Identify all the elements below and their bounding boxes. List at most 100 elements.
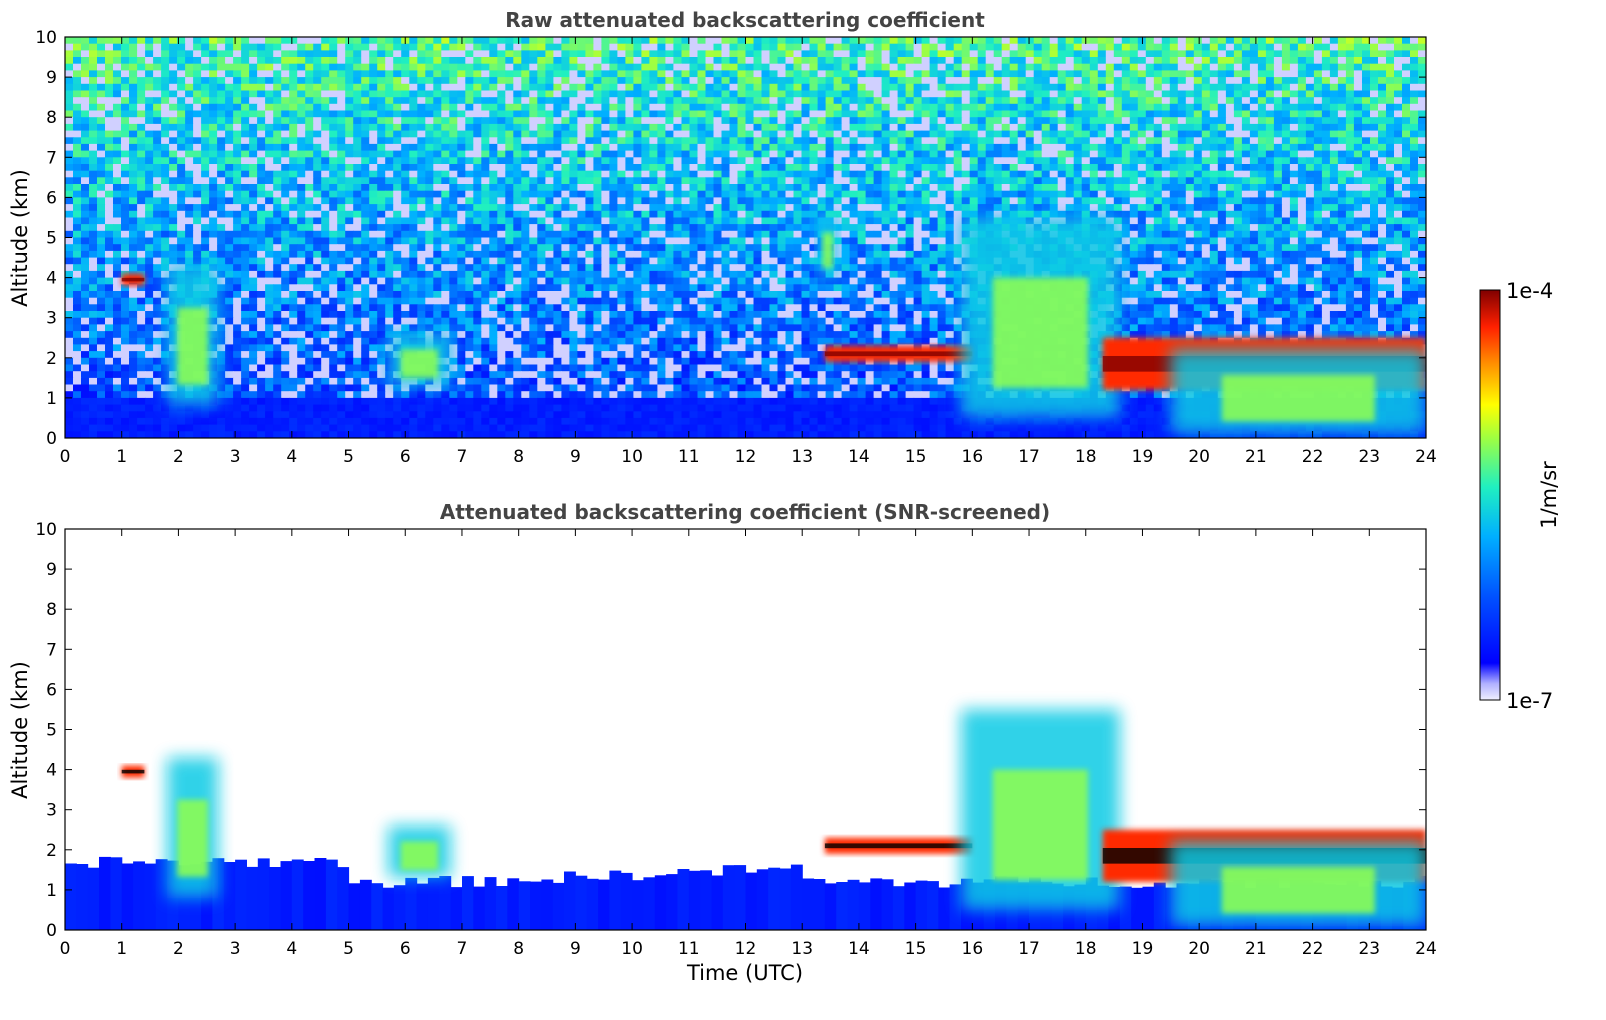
heatmap-cell	[385, 83, 394, 92]
heatmap-cell	[385, 177, 394, 185]
heatmap-cell	[409, 70, 418, 78]
heatmap-cell	[1273, 190, 1283, 198]
heatmap-cell	[977, 190, 987, 198]
heatmap-cell	[1249, 184, 1259, 192]
heatmap-cell	[713, 83, 723, 92]
heatmap-cell	[217, 210, 226, 219]
heatmap-cell	[521, 164, 530, 172]
heatmap-cell	[385, 110, 394, 118]
heatmap-cell	[1329, 50, 1339, 58]
heatmap-cell	[481, 224, 490, 232]
heatmap-cell	[1225, 210, 1235, 219]
heatmap-cell	[873, 130, 883, 138]
heatmap-cell	[1241, 197, 1251, 205]
heatmap-cell	[529, 70, 538, 78]
heatmap-cell	[809, 130, 819, 138]
heatmap-cell	[1418, 143, 1426, 152]
heatmap-cell	[889, 130, 899, 138]
heatmap-cell	[593, 110, 602, 118]
heatmap-cell	[521, 150, 530, 158]
heatmap-cell	[441, 184, 450, 192]
heatmap-cell	[513, 164, 522, 172]
heatmap-cell	[761, 117, 771, 125]
heatmap-cell	[545, 137, 554, 145]
heatmap-cell	[321, 217, 330, 225]
heatmap-cell	[937, 70, 947, 78]
heatmap-cell	[65, 197, 74, 205]
heatmap-cell	[185, 224, 194, 232]
heatmap-cell	[1017, 103, 1027, 112]
heatmap-cell	[1402, 83, 1411, 92]
heatmap-cell	[289, 210, 298, 219]
heatmap-cell	[641, 43, 650, 51]
heatmap-cell	[1161, 117, 1171, 125]
heatmap-cell	[153, 143, 162, 152]
heatmap-cell	[689, 204, 699, 212]
heatmap-cell	[81, 164, 90, 172]
heatmap-cell	[1257, 123, 1267, 132]
heatmap-cell	[953, 184, 963, 192]
heatmap-cell	[1225, 37, 1235, 45]
heatmap-cell	[281, 143, 290, 152]
heatmap-cell	[1177, 150, 1187, 158]
heatmap-cell	[161, 130, 170, 138]
heatmap-cell	[481, 63, 490, 71]
heatmap-cell	[1273, 70, 1283, 78]
heatmap-cell	[505, 97, 514, 105]
heatmap-cell	[865, 137, 875, 145]
heatmap-cell	[1345, 83, 1355, 92]
heatmap-cell	[1129, 217, 1139, 225]
heatmap-cell	[1265, 164, 1275, 172]
heatmap-cell	[337, 97, 346, 105]
heatmap-cell	[777, 217, 787, 225]
heatmap-cell	[185, 143, 194, 152]
heatmap-cell	[1145, 184, 1155, 192]
heatmap-cell	[521, 43, 530, 51]
heatmap-cell	[553, 97, 562, 105]
heatmap-cell	[601, 137, 610, 145]
heatmap-cell	[1041, 157, 1051, 165]
heatmap-cell	[761, 177, 771, 185]
heatmap-cell	[721, 143, 731, 152]
heatmap-cell	[1337, 130, 1347, 138]
heatmap-cell	[273, 184, 282, 192]
heatmap-cell	[481, 164, 490, 172]
heatmap-cell	[865, 43, 875, 51]
heatmap-cell	[481, 190, 490, 198]
heatmap-cell	[1145, 157, 1155, 165]
heatmap-cell	[865, 63, 875, 71]
heatmap-cell	[841, 210, 851, 219]
heatmap-cell	[1233, 117, 1243, 125]
heatmap-cell	[1257, 177, 1267, 185]
heatmap-cell	[129, 190, 138, 198]
heatmap-cell	[1217, 57, 1227, 65]
heatmap-cell	[273, 77, 282, 85]
heatmap-cell	[537, 97, 546, 105]
heatmap-cell	[145, 137, 154, 145]
heatmap-cell	[1418, 197, 1426, 205]
heatmap-cell	[745, 143, 755, 152]
heatmap-cell	[745, 63, 755, 71]
heatmap-cell	[137, 97, 146, 105]
heatmap-cell	[1097, 157, 1107, 165]
heatmap-cell	[905, 110, 915, 118]
heatmap-cell	[193, 50, 202, 58]
heatmap-cell	[313, 190, 322, 198]
heatmap-cell	[1097, 204, 1107, 212]
heatmap-cell	[433, 63, 442, 71]
heatmap-cell	[1049, 77, 1059, 85]
heatmap-cell	[1265, 170, 1275, 178]
heatmap-cell	[1097, 77, 1107, 85]
heatmap-cell	[305, 130, 314, 138]
heatmap-cell	[921, 57, 931, 65]
heatmap-cell	[177, 50, 186, 58]
heatmap-cell	[633, 123, 642, 132]
heatmap-cell	[297, 224, 306, 232]
heatmap-cell	[585, 130, 594, 138]
heatmap-cell	[105, 70, 114, 78]
heatmap-cell	[401, 177, 410, 185]
heatmap-cell	[1057, 117, 1067, 125]
heatmap-cell	[609, 210, 618, 219]
heatmap-cell	[833, 90, 843, 98]
heatmap-cell	[385, 50, 394, 58]
